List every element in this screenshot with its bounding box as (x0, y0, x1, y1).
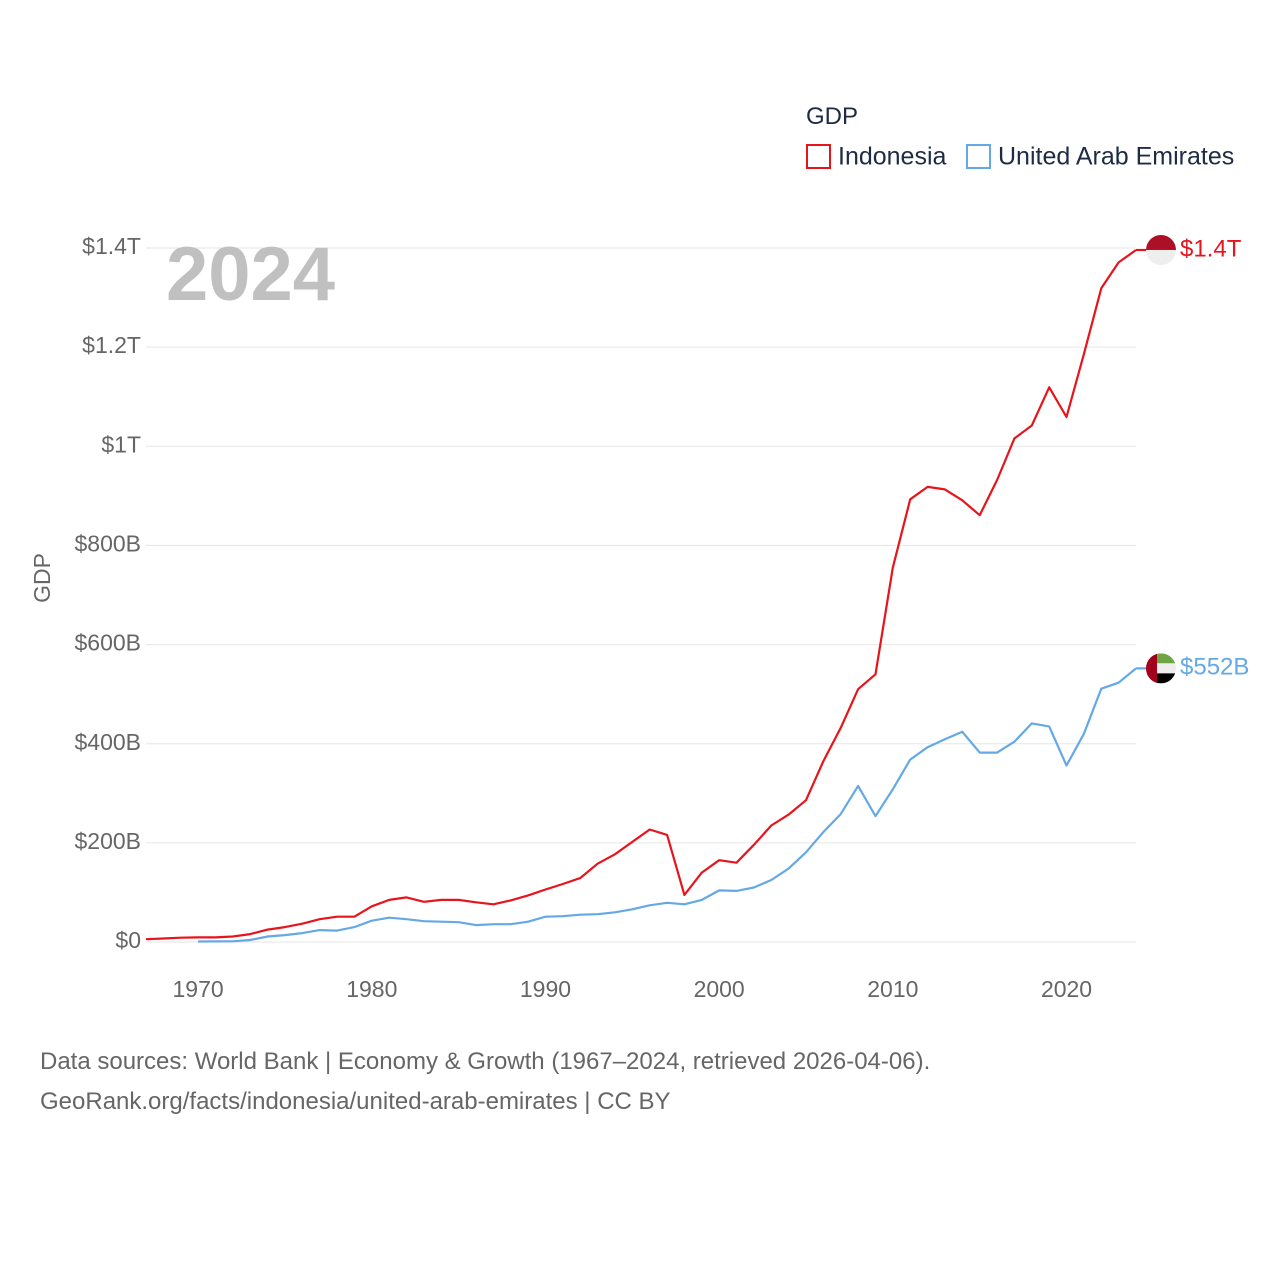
source-url: GeoRank.org/facts/indonesia/united-arab-… (40, 1088, 671, 1115)
y-tick-label: $0 (115, 927, 141, 953)
y-tick-label: $1T (101, 431, 141, 457)
legend-label-uae: United Arab Emirates (998, 143, 1234, 171)
year-label: 2024 (166, 232, 335, 317)
legend-title: GDP (806, 103, 858, 130)
uae-flag (1146, 653, 1176, 684)
y-tick-label: $1.2T (82, 332, 141, 358)
x-tick-label: 2000 (694, 976, 745, 1002)
x-tick-label: 1980 (346, 976, 397, 1002)
end-markers: $1.4T $552B (1136, 234, 1249, 684)
series-line-indonesia (145, 249, 1137, 941)
series-lines (145, 249, 1137, 943)
x-tick-label: 1990 (520, 976, 571, 1002)
y-tick-label: $600B (74, 630, 141, 656)
legend: GDP Indonesia United Arab Emirates (806, 103, 1234, 171)
x-tick-label: 2010 (867, 976, 918, 1002)
gdp-line-chart: $0 $200B $400B $600B $800B $1T $1.2T $1.4T 1970… (29, 103, 1249, 1002)
y-axis-title: GDP (29, 553, 55, 603)
indonesia-flag (1146, 234, 1176, 265)
grid-lines (146, 247, 1136, 943)
legend-swatch-uae (966, 144, 991, 169)
y-tick-label: $800B (74, 531, 141, 557)
source-footer: Data sources: World Bank | Economy & Gro… (40, 1042, 930, 1122)
y-axis-ticks: $0 $200B $400B $600B $800B $1T $1.2T $1.4T (74, 233, 141, 953)
x-tick-label: 1970 (173, 976, 224, 1002)
legend-swatch-indonesia (806, 144, 831, 169)
x-axis-ticks: 1970 1980 1990 2000 2010 2020 (173, 976, 1093, 1002)
y-tick-label: $400B (74, 729, 141, 755)
end-value-label: $1.4T (1180, 235, 1242, 262)
x-tick-label: 2020 (1041, 976, 1092, 1002)
y-tick-label: $200B (74, 828, 141, 854)
end-value-label: $552B (1180, 654, 1249, 681)
legend-label-indonesia: Indonesia (838, 143, 947, 171)
source-line: Data sources: World Bank | Economy & Gro… (40, 1048, 931, 1075)
y-tick-label: $1.4T (82, 233, 141, 259)
series-line-uae (198, 667, 1137, 943)
